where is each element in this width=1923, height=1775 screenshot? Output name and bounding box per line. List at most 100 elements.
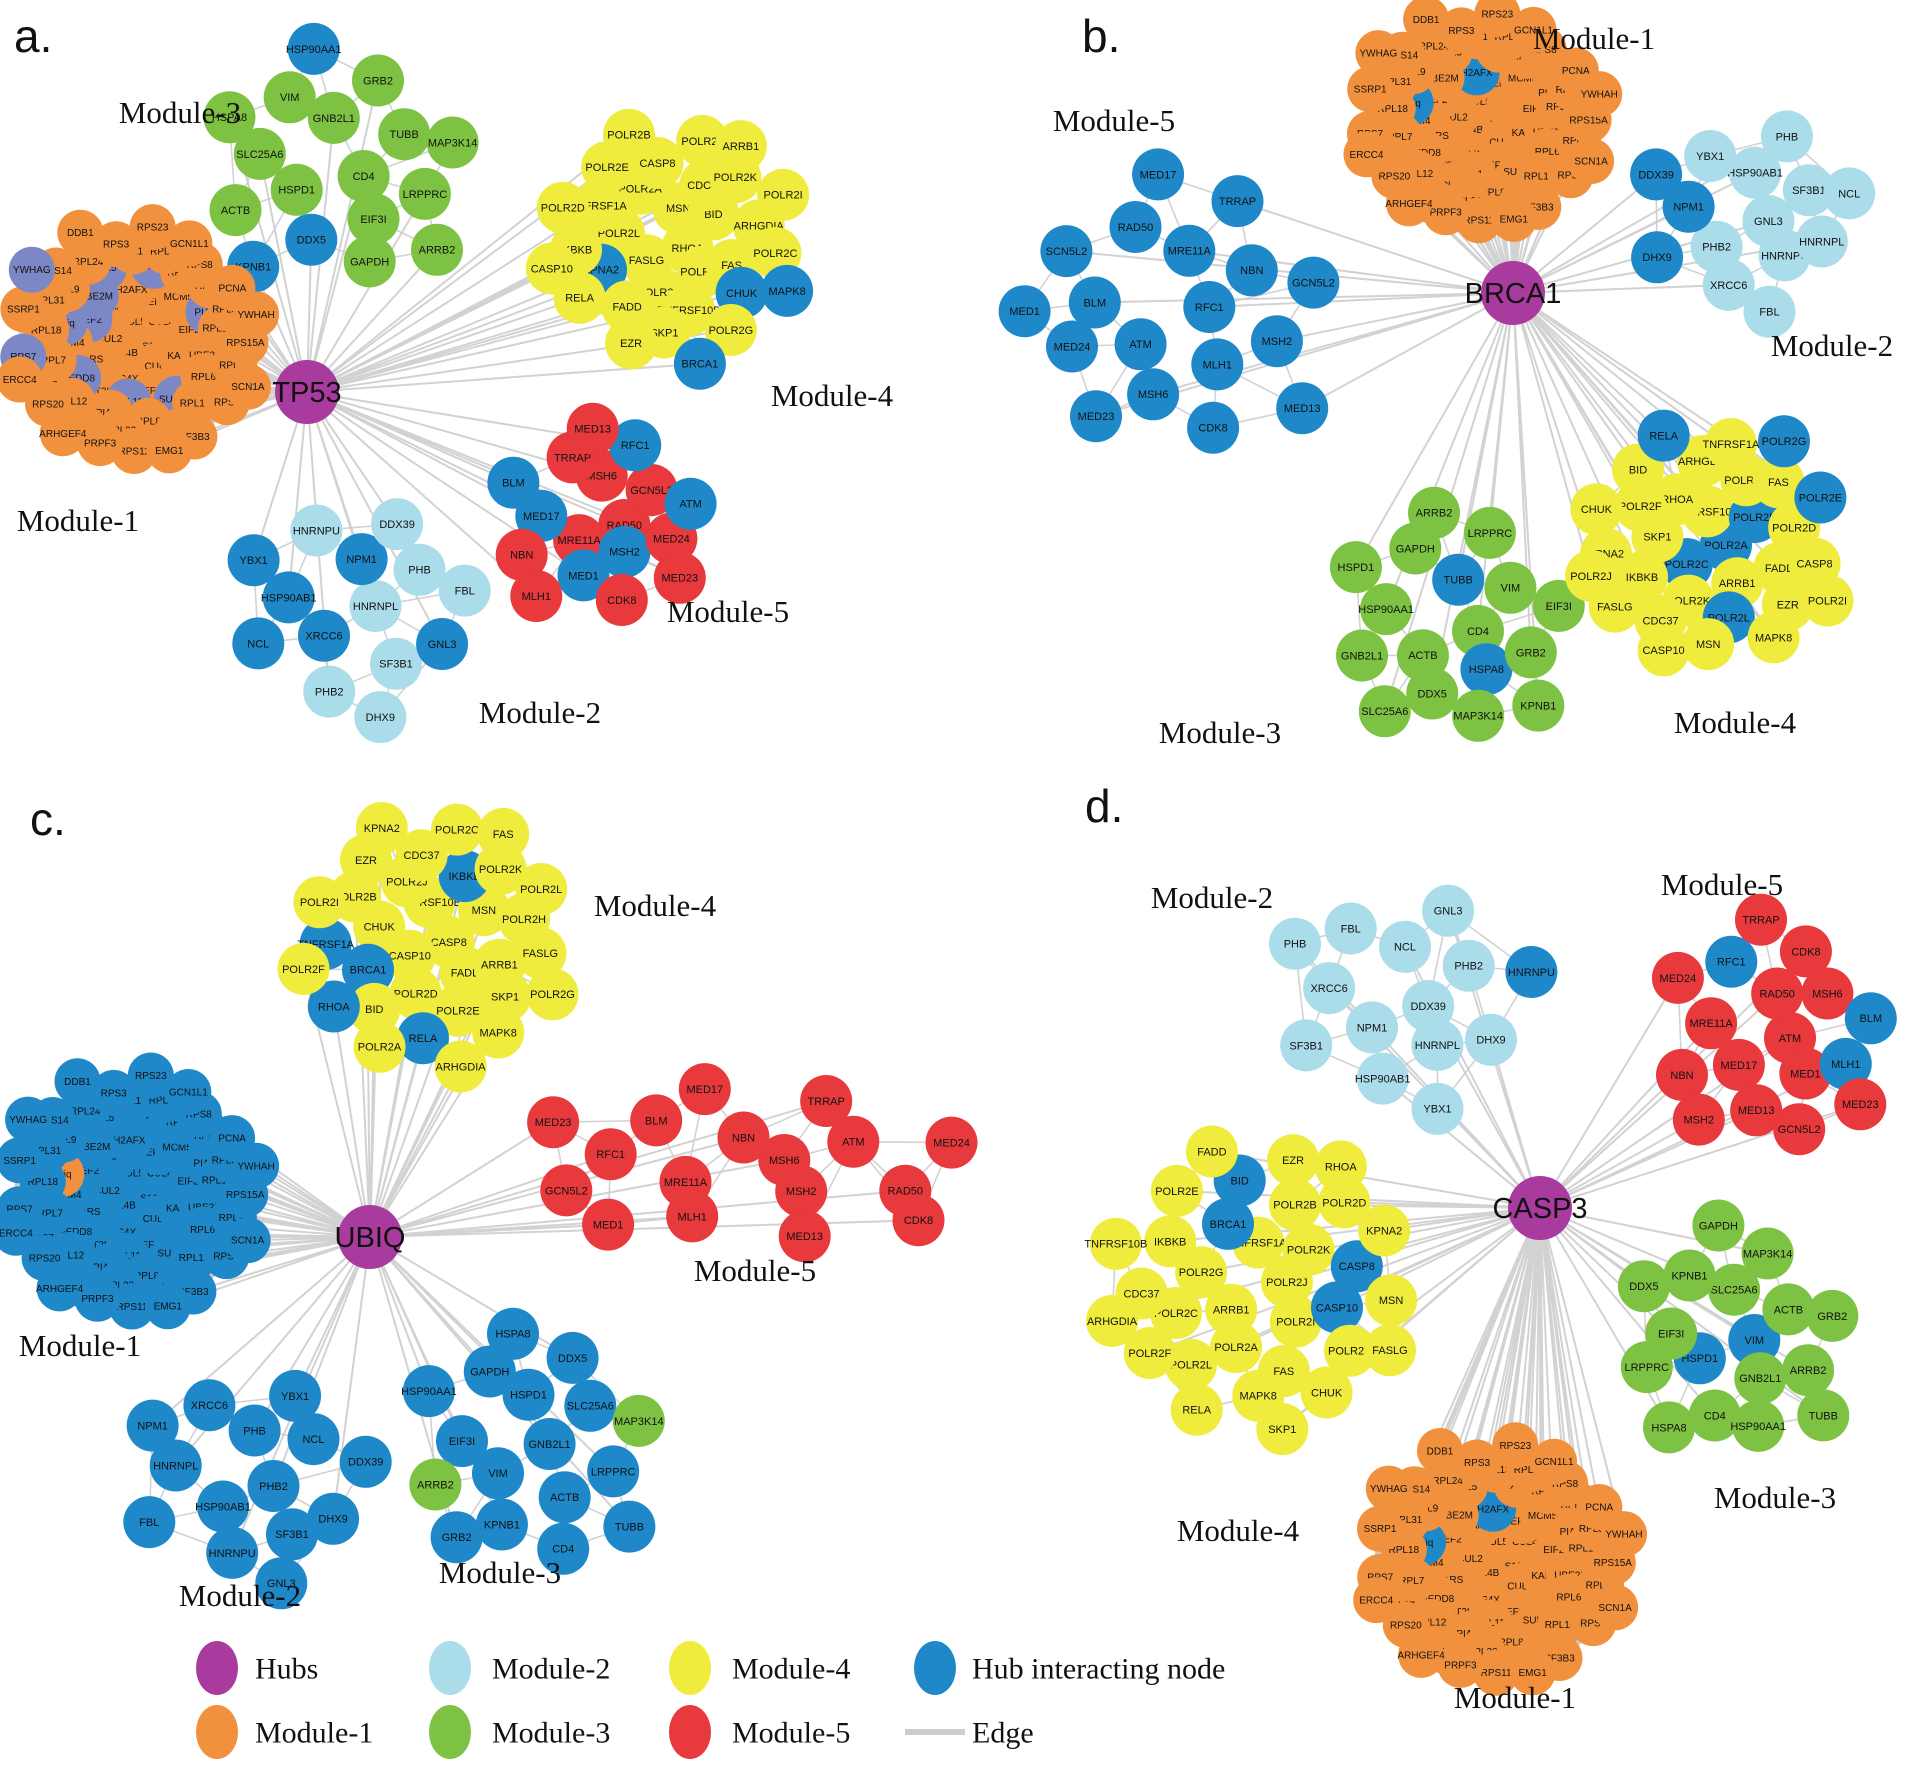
- node-label: TUBB: [390, 129, 419, 141]
- node-label: CHUK: [1581, 504, 1613, 516]
- node-VIM: VIM: [472, 1447, 524, 1500]
- module-node-circle: [1187, 401, 1240, 454]
- hub-interacting-node-circle: [1311, 1281, 1363, 1334]
- node-POLR2B: POLR2B: [1269, 1178, 1321, 1231]
- module-node-circle: [1123, 1327, 1176, 1379]
- node-MAPK8: MAPK8: [761, 264, 814, 317]
- node-label: POLR2G: [1179, 1267, 1224, 1279]
- node-label: POLR2G: [709, 325, 754, 337]
- panel-c-module-1: RPS13CUL4BCUL5CUL1CUL2CUL4ARPS4XTARSKARS…: [0, 1052, 280, 1363]
- node-MAPK8: MAPK8: [1747, 611, 1800, 664]
- module-node-circle: [1287, 256, 1340, 309]
- node-SF3B1: SF3B1: [266, 1508, 318, 1561]
- node-label: RELA: [409, 1033, 438, 1045]
- node-ARRB2: ARRB2: [1408, 486, 1460, 539]
- node-RFC1: RFC1: [1705, 935, 1758, 988]
- node-label: RPL31: [34, 296, 65, 307]
- module-node-circle: [1752, 456, 1805, 509]
- node-label: GAPDH: [350, 256, 389, 268]
- module-node-circle: [0, 1137, 43, 1184]
- module-node-circle: [653, 551, 706, 604]
- node-SLC25A6: SLC25A6: [1358, 685, 1411, 738]
- module-label: Module-3: [439, 1555, 561, 1590]
- node-GNL3: GNL3: [1422, 884, 1475, 937]
- node-label: MSH6: [769, 1155, 800, 1167]
- module-node-circle: [584, 1128, 637, 1181]
- node-HNRNPU: HNRNPU: [1505, 946, 1558, 998]
- node-label: RPL12: [57, 396, 88, 407]
- node-label: RPL18: [28, 1177, 59, 1188]
- module-node-circle: [434, 1040, 487, 1093]
- node-label: HNRNPU: [293, 525, 340, 537]
- node-GRB2: GRB2: [1806, 1289, 1859, 1342]
- node-label: ARRB1: [1213, 1305, 1250, 1317]
- node-MSH2: MSH2: [1672, 1093, 1725, 1146]
- node-label: SF3B1: [379, 659, 413, 671]
- node-label: GRB2: [363, 75, 393, 87]
- node-HSPA8: HSPA8: [1460, 643, 1513, 696]
- module-node-circle: [1779, 1047, 1832, 1100]
- node-label: DDX39: [348, 1457, 383, 1469]
- node-POLR2A: POLR2A: [1210, 1321, 1263, 1374]
- module-node-circle: [1144, 1215, 1197, 1268]
- panel-d-module-1: RPS13CUL4BCUL5CUL1CUL2CUL4ARPS4XTARSKARS…: [1353, 1422, 1647, 1715]
- module-node-circle: [666, 1190, 719, 1243]
- hub-interacting-node-circle: [1637, 409, 1690, 462]
- node-label: NBN: [1670, 1070, 1693, 1082]
- node-CASP10: CASP10: [1311, 1281, 1363, 1334]
- hub-label: BRCA1: [1465, 278, 1562, 310]
- node-label: RPL10A: [202, 1175, 240, 1186]
- node-label: EZR: [1777, 600, 1799, 612]
- node-label: SLC25A6: [236, 149, 283, 161]
- node-RFC1: RFC1: [609, 419, 662, 472]
- module-node-circle: [398, 167, 451, 220]
- node-RAD50: RAD50: [1109, 201, 1162, 253]
- module-node-circle: [337, 150, 390, 202]
- node-label: NBN: [510, 550, 533, 562]
- node-label: PRPF3: [81, 1294, 114, 1305]
- node-label: DDX39: [379, 519, 414, 531]
- node-MED13: MED13: [1276, 382, 1329, 435]
- module-node-circle: [0, 286, 47, 333]
- node-label: HNRNPU: [1761, 250, 1808, 262]
- module-node-circle: [778, 1210, 831, 1263]
- node-label: SKP1: [491, 991, 519, 1003]
- panel-c: CASP8CASP10TNFRSF10BFADDCHUKMSNPOLR2DPOL…: [0, 793, 978, 1613]
- node-HSP90AA1: HSP90AA1: [1730, 1399, 1786, 1452]
- node-label: CUL2: [1457, 1554, 1483, 1565]
- node-label: EMG1: [1500, 214, 1529, 225]
- node-label: BID: [1231, 1175, 1249, 1187]
- node-ATM: ATM: [664, 477, 717, 530]
- module-node-circle: [1269, 1178, 1321, 1231]
- node-MLH1: MLH1: [666, 1190, 719, 1243]
- node-label: HNRNPL: [1415, 1040, 1460, 1052]
- node-label: NPM1: [137, 1420, 168, 1432]
- node-label: SLC25A6: [1361, 706, 1408, 718]
- node-label: RPL29: [150, 247, 181, 258]
- node-FBL: FBL: [1324, 902, 1377, 955]
- node-SF3B1: SF3B1: [1280, 1019, 1333, 1072]
- node-label: POLR2F: [1619, 501, 1662, 513]
- node-DDX5: DDX5: [285, 213, 338, 266]
- node-label: POLR2J: [681, 136, 723, 148]
- node-label: ATM: [1779, 1033, 1801, 1045]
- node-XRCC6: XRCC6: [1702, 258, 1755, 311]
- panel-c-module-2: PHB2 HSP90AB1 PHB SF3B1 HNRNPL NCL HNRNPU XRCC6…: [123, 1369, 392, 1613]
- node-DHX9: DHX9: [1465, 1013, 1517, 1066]
- node-label: BRCA1: [682, 359, 719, 371]
- hub-interacting-node-circle: [664, 477, 717, 530]
- node-MRE11A: MRE11A: [1685, 997, 1738, 1050]
- node-ERCC4: ERCC4: [1343, 131, 1390, 178]
- node-POLR2F: POLR2F: [277, 942, 330, 995]
- node-ARHGEF4: ARHGEF4: [39, 410, 87, 457]
- hub-interacting-node-circle: [298, 609, 350, 662]
- node-GAPDH: GAPDH: [463, 1345, 516, 1398]
- node-ACTB: ACTB: [538, 1471, 591, 1524]
- node-label: RPL12: [1403, 169, 1434, 180]
- node-label: RPL6: [1535, 147, 1560, 158]
- node-label: UBE2M: [1424, 74, 1458, 85]
- node-label: MED24: [653, 533, 690, 545]
- module-node-circle: [1834, 1078, 1887, 1131]
- node-label: POLR2B: [607, 130, 650, 142]
